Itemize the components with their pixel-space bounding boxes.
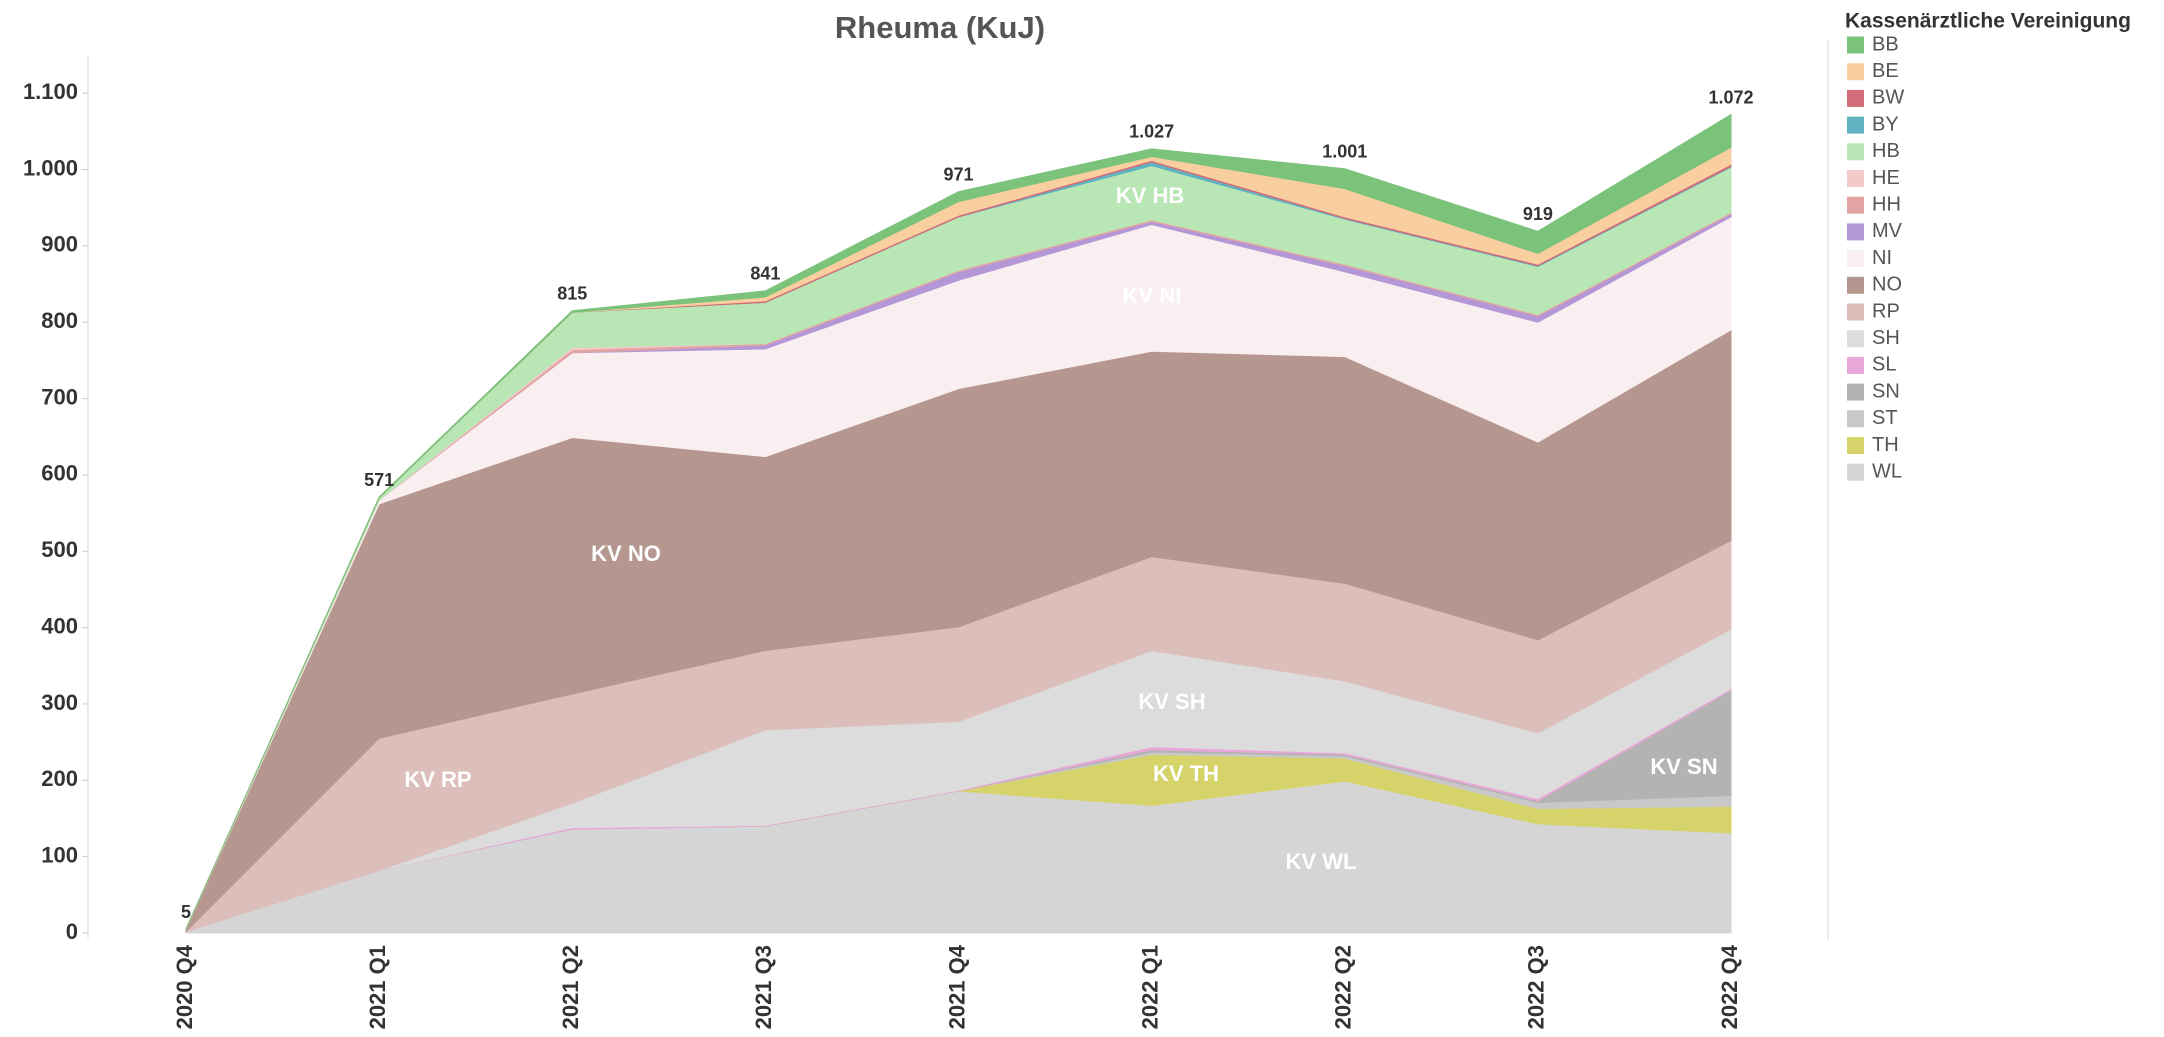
area-label: KV WL: [1286, 849, 1357, 874]
area-label: KV HB: [1116, 183, 1184, 208]
area-label: KV TH: [1153, 761, 1219, 786]
x-tick-label: 2021 Q2: [558, 945, 583, 1029]
chart-title: Rheuma (KuJ): [835, 10, 1045, 45]
y-tick-label: 700: [41, 384, 78, 409]
y-tick-label: 300: [41, 690, 78, 715]
legend-swatch: [1847, 196, 1864, 214]
y-tick-label: 800: [41, 308, 78, 333]
legend-label: MV: [1872, 220, 1903, 242]
legend-label: HH: [1872, 193, 1901, 215]
y-tick-label: 600: [41, 461, 78, 486]
area-label: KV RP: [404, 767, 471, 792]
legend-swatch: [1847, 250, 1864, 268]
y-tick-label: 200: [41, 766, 78, 791]
x-tick-label: 2022 Q3: [1524, 945, 1549, 1029]
legend-label: SH: [1872, 327, 1900, 349]
x-tick-label: 2022 Q1: [1137, 945, 1162, 1029]
area-label: KV SH: [1138, 689, 1205, 714]
legend-swatch: [1847, 63, 1864, 81]
legend-swatch: [1847, 143, 1864, 161]
y-tick-label: 900: [41, 232, 78, 257]
legend-title: Kassenärztliche Vereinigung: [1845, 10, 2131, 33]
legend-label: BY: [1872, 113, 1899, 135]
legend-swatch: [1847, 303, 1864, 321]
legend-swatch: [1847, 383, 1864, 401]
total-label: 841: [750, 264, 780, 284]
total-label: 1.027: [1129, 122, 1174, 142]
y-tick-label: 400: [41, 613, 78, 638]
y-tick-label: 500: [41, 537, 78, 562]
legend-swatch: [1847, 330, 1864, 348]
total-label: 1.001: [1322, 142, 1367, 162]
y-tick-label: 1.000: [23, 155, 78, 180]
legend-label: BB: [1872, 33, 1899, 55]
legend-label: HE: [1872, 167, 1900, 189]
legend-label: SL: [1872, 354, 1896, 376]
legend-label: SN: [1872, 380, 1900, 402]
legend-swatch: [1847, 437, 1864, 454]
x-tick-label: 2021 Q4: [944, 944, 969, 1029]
legend-label: ST: [1872, 407, 1898, 429]
y-tick-label: 1.100: [23, 79, 78, 104]
legend-label: HB: [1872, 140, 1900, 162]
total-label: 1.072: [1708, 87, 1753, 107]
total-label: 919: [1523, 204, 1553, 224]
x-tick-label: 2020 Q4: [172, 944, 197, 1029]
legend-swatch: [1847, 356, 1864, 374]
x-tick-label: 2022 Q2: [1331, 945, 1356, 1029]
legend-swatch: [1847, 89, 1864, 107]
total-label: 571: [364, 470, 394, 490]
area-label: KV NO: [591, 541, 661, 566]
legend-label: WL: [1872, 460, 1902, 482]
legend-swatch: [1847, 463, 1864, 481]
total-label: 815: [557, 284, 587, 304]
legend-swatch: [1847, 36, 1864, 54]
legend-swatch: [1847, 223, 1864, 241]
legend-label: BW: [1872, 87, 1904, 109]
legend-swatch: [1847, 410, 1864, 428]
legend-label: BE: [1872, 60, 1899, 82]
x-tick-label: 2021 Q3: [751, 945, 776, 1029]
legend-label: RP: [1872, 300, 1900, 322]
total-label: 971: [943, 164, 973, 184]
legend-swatch: [1847, 170, 1864, 187]
y-tick-label: 0: [66, 919, 78, 944]
x-tick-label: 2022 Q4: [1717, 944, 1742, 1029]
legend-label: NI: [1872, 247, 1892, 269]
legend-swatch: [1847, 276, 1864, 294]
total-label: 5: [181, 902, 191, 922]
legend-label: TH: [1872, 434, 1899, 456]
legend-swatch: [1847, 116, 1864, 134]
legend-label: NO: [1872, 274, 1902, 296]
area-label: KV SN: [1650, 754, 1717, 779]
area: [185, 113, 1732, 930]
x-tick-label: 2021 Q1: [365, 945, 390, 1029]
area-label: KV NI: [1123, 283, 1182, 308]
y-tick-label: 100: [41, 842, 78, 867]
